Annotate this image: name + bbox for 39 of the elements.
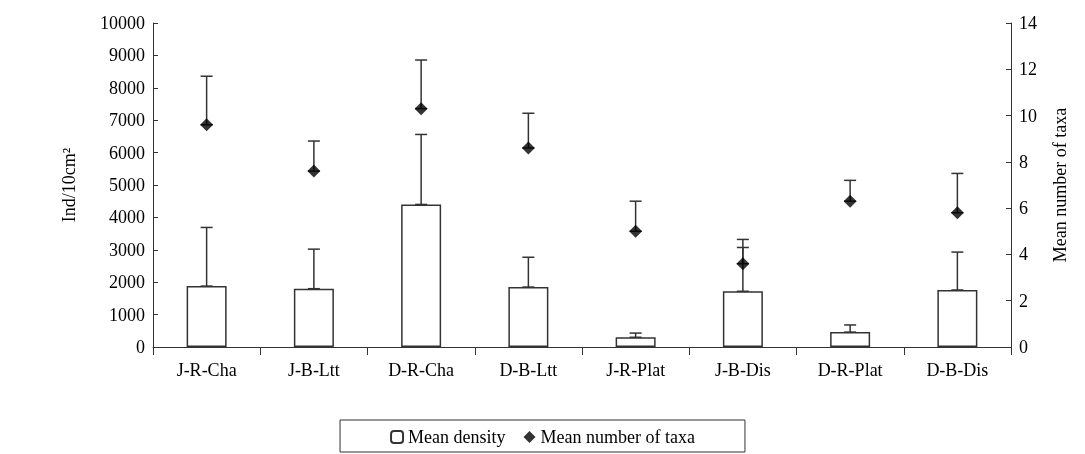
point (736, 257, 750, 271)
point (200, 118, 214, 132)
y2-tick-label: 12 (1019, 59, 1037, 80)
y2-axis-title: Mean number of taxa (1050, 107, 1070, 263)
y-tick-label: 2000 (109, 272, 145, 293)
y2-tick-label: 14 (1019, 13, 1037, 33)
legend-label: Mean density (408, 427, 506, 447)
x-tick-label: J-B-Dis (714, 360, 771, 380)
x-tick-label: J-R-Cha (176, 360, 237, 380)
point (521, 141, 535, 155)
x-tick-label: J-B-Ltt (287, 360, 340, 380)
y-tick-label: 9000 (109, 45, 145, 66)
x-tick-label: D-R-Plat (817, 360, 883, 380)
x-tick-label: D-R-Cha (388, 360, 455, 380)
point (629, 224, 643, 238)
y-tick-label: 0 (136, 337, 145, 357)
point (950, 206, 964, 220)
y2-tick-label: 8 (1019, 151, 1028, 172)
y2-tick-label: 4 (1019, 244, 1028, 265)
point (843, 194, 857, 208)
y2-tick-label: 2 (1019, 290, 1028, 311)
y-axis-title: Ind/10cm² (59, 147, 79, 223)
x-tick-label: J-R-Plat (606, 360, 666, 380)
y-tick-label: 3000 (109, 239, 145, 260)
x-tick-label: D-B-Dis (926, 360, 989, 380)
y-tick-label: 6000 (109, 142, 145, 163)
point (307, 164, 321, 178)
y-tick-label: 8000 (109, 77, 145, 98)
y2-tick-label: 0 (1019, 337, 1028, 357)
y-tick-label: 5000 (109, 175, 145, 195)
y-tick-label: 7000 (109, 110, 145, 131)
y-tick-label: 10000 (100, 13, 145, 33)
y-tick-label: 4000 (109, 207, 145, 228)
y2-tick-label: 10 (1019, 105, 1037, 126)
x-tick-label: D-B-Ltt (499, 360, 558, 380)
y-tick-label: 1000 (109, 304, 145, 325)
point (414, 102, 428, 116)
legend-label: Mean number of taxa (540, 427, 695, 447)
y2-tick-label: 6 (1019, 198, 1028, 219)
